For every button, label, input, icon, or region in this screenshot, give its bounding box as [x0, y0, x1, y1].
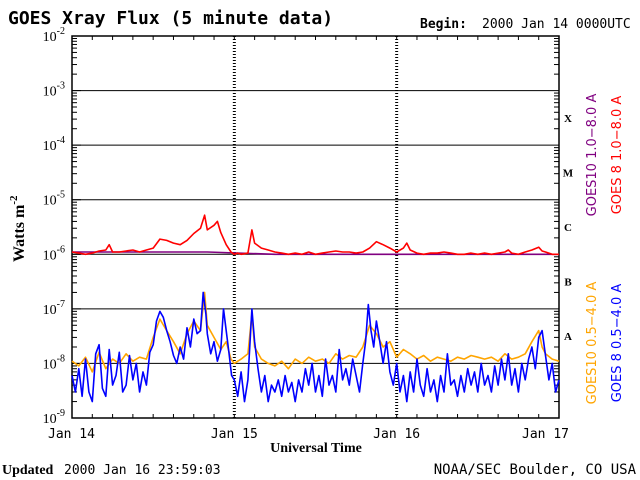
y-tick-label: 10-5 — [43, 190, 65, 209]
flare-class-label: A — [564, 331, 572, 343]
y-tick-exponent: -8 — [57, 353, 65, 364]
begin-label: Begin: — [420, 17, 467, 32]
legend-entry: GOES 8 1.0−8.0 A — [610, 96, 625, 215]
flare-class-label: C — [564, 222, 572, 234]
y-tick-exponent: -6 — [57, 244, 65, 255]
source-credit: NOAA/SEC Boulder, CO USA — [434, 462, 637, 478]
minor-ticks — [71, 36, 560, 419]
y-axis-label-exponent: -2 — [8, 195, 20, 205]
x-tick-label: Jan 16 — [373, 427, 420, 442]
series-line — [71, 291, 560, 403]
y-tick-label: 10-3 — [43, 81, 65, 100]
x-tick-labels: Jan 14 Jan 15 Jan 16 Jan 17 — [48, 427, 569, 442]
y-tick-exponent: -7 — [57, 299, 65, 310]
y-tick-base: 10 — [43, 248, 57, 263]
y-tick-label: 10-2 — [43, 26, 65, 45]
series-lines — [71, 214, 560, 403]
y-tick-base: 10 — [43, 303, 57, 318]
y-tick-base: 10 — [43, 30, 57, 45]
y-axis-label: Watts m-2 — [8, 195, 28, 262]
y-tick-label: 10-6 — [43, 244, 65, 263]
flare-class-label: X — [564, 113, 572, 125]
y-tick-exponent: -5 — [57, 190, 65, 201]
flare-class-label: B — [564, 277, 572, 289]
flare-class-label: M — [563, 167, 574, 179]
updated-value: 2000 Jan 16 23:59:03 — [64, 463, 221, 478]
y-tick-base: 10 — [43, 412, 57, 427]
y-tick-base: 10 — [43, 139, 57, 154]
y-tick-exponent: -9 — [57, 408, 65, 419]
x-tick-label: Jan 14 — [48, 427, 95, 442]
y-tick-label: 10-8 — [43, 353, 65, 372]
updated-label: Updated — [2, 463, 54, 478]
y-axis-label-text: Watts m — [11, 204, 28, 262]
legend-entry: GOES 8 0.5−4.0 A — [610, 284, 625, 403]
day-boundary-lines — [232, 36, 399, 418]
y-tick-base: 10 — [43, 85, 57, 100]
x-axis-label: Universal Time — [270, 441, 362, 456]
y-tick-label: 10-4 — [43, 135, 65, 154]
legend-entry: GOES10 1.0−8.0 A — [585, 94, 600, 217]
y-tick-base: 10 — [43, 194, 57, 209]
begin-value: 2000 Jan 14 0000UTC — [482, 17, 631, 32]
y-tick-exponent: -2 — [57, 26, 65, 37]
legend: GOES10 1.0−8.0 A GOES 8 1.0−8.0 A GOES10 0… — [585, 94, 625, 405]
series-line — [71, 214, 559, 256]
y-tick-labels: 10-210-310-410-510-610-710-810-9 — [43, 26, 65, 427]
x-tick-label: Jan 15 — [211, 427, 258, 442]
y-tick-base: 10 — [43, 357, 57, 372]
y-tick-exponent: -4 — [57, 135, 65, 146]
y-tick-label: 10-7 — [43, 299, 65, 318]
series-line — [71, 291, 560, 373]
legend-entry: GOES10 0.5−4.0 A — [585, 282, 600, 405]
chart-title: GOES Xray Flux (5 minute data) — [8, 8, 333, 29]
x-tick-label: Jan 17 — [522, 427, 569, 442]
y-tick-exponent: -3 — [57, 81, 65, 92]
y-tick-label: 10-9 — [43, 408, 65, 427]
flare-class-labels: X M C B A — [563, 113, 574, 343]
